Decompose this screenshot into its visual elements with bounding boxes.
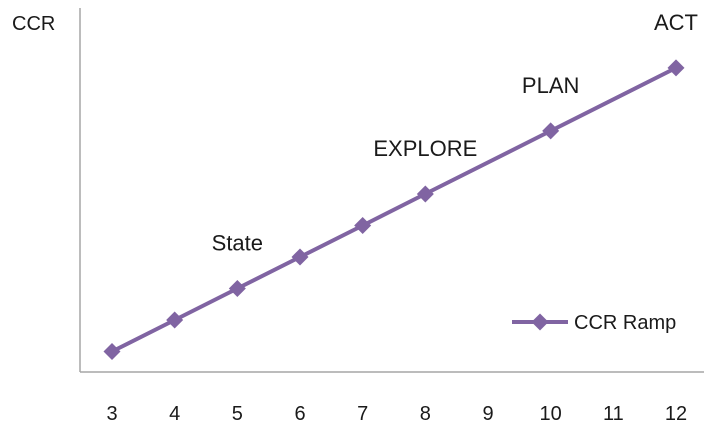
data-point-marker [542,122,560,140]
x-tick-label: 5 [232,403,243,425]
axes: CCR [12,8,704,373]
data-point-marker [228,279,246,297]
data-point-marker [291,248,309,266]
data-point-marker [354,216,372,234]
x-tick-label: 9 [482,403,493,425]
point-annotation: ACT [654,10,698,35]
data-point-marker [667,59,685,77]
point-annotation: State [212,230,263,255]
x-tick-label: 11 [603,403,624,425]
data-point-marker [103,343,121,361]
legend: CCR Ramp [512,312,676,334]
legend-label: CCR Ramp [574,312,676,334]
x-tick-label: 3 [106,403,117,425]
x-tick-label: 7 [357,403,368,425]
x-tick-label: 12 [665,403,687,425]
x-tick-label: 10 [540,403,562,425]
data-point-marker [166,311,184,329]
data-point-marker [416,185,434,203]
annotations: State EXPLORE PLAN ACT [212,10,698,256]
x-tick-labels: 3 4 5 6 7 8 9 10 11 12 [106,403,687,425]
series-line [110,65,678,354]
y-axis-label: CCR [12,13,55,35]
x-tick-label: 4 [169,403,180,425]
legend-marker [531,313,549,331]
point-annotation: EXPLORE [373,136,477,161]
x-tick-label: 6 [294,403,305,425]
series [103,59,685,361]
point-annotation: PLAN [522,73,579,98]
x-tick-label: 8 [420,403,431,425]
